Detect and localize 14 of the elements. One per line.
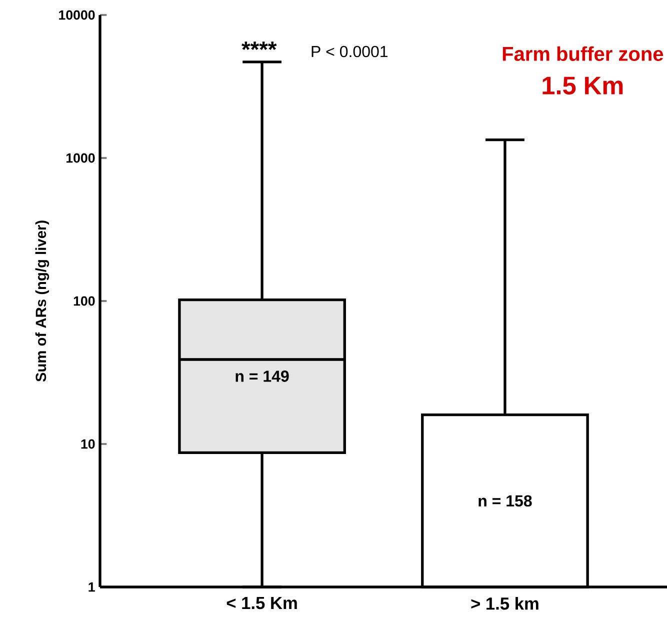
text: Farm buffer zone — [502, 46, 664, 61]
y-tick-label: 10000 — [59, 10, 95, 20]
y-tick-label: 1 — [88, 582, 95, 592]
annotation: **** — [242, 42, 277, 50]
annotation: n = 158 — [478, 495, 532, 507]
annotation: P < 0.0001 — [312, 46, 388, 58]
text: 1.5 Km — [542, 76, 623, 94]
annotation: n = 149 — [236, 370, 289, 382]
y-tick-label: 10 — [81, 439, 95, 449]
x-tick-label: > 1.5 km — [471, 597, 538, 610]
y-tick-label: 1000 — [66, 153, 95, 163]
y-tick-label: 100 — [74, 296, 95, 306]
y-axis-title: Sum of ARs (ng/g liver) — [35, 220, 50, 382]
x-tick-label: < 1.5 Km — [226, 597, 297, 610]
